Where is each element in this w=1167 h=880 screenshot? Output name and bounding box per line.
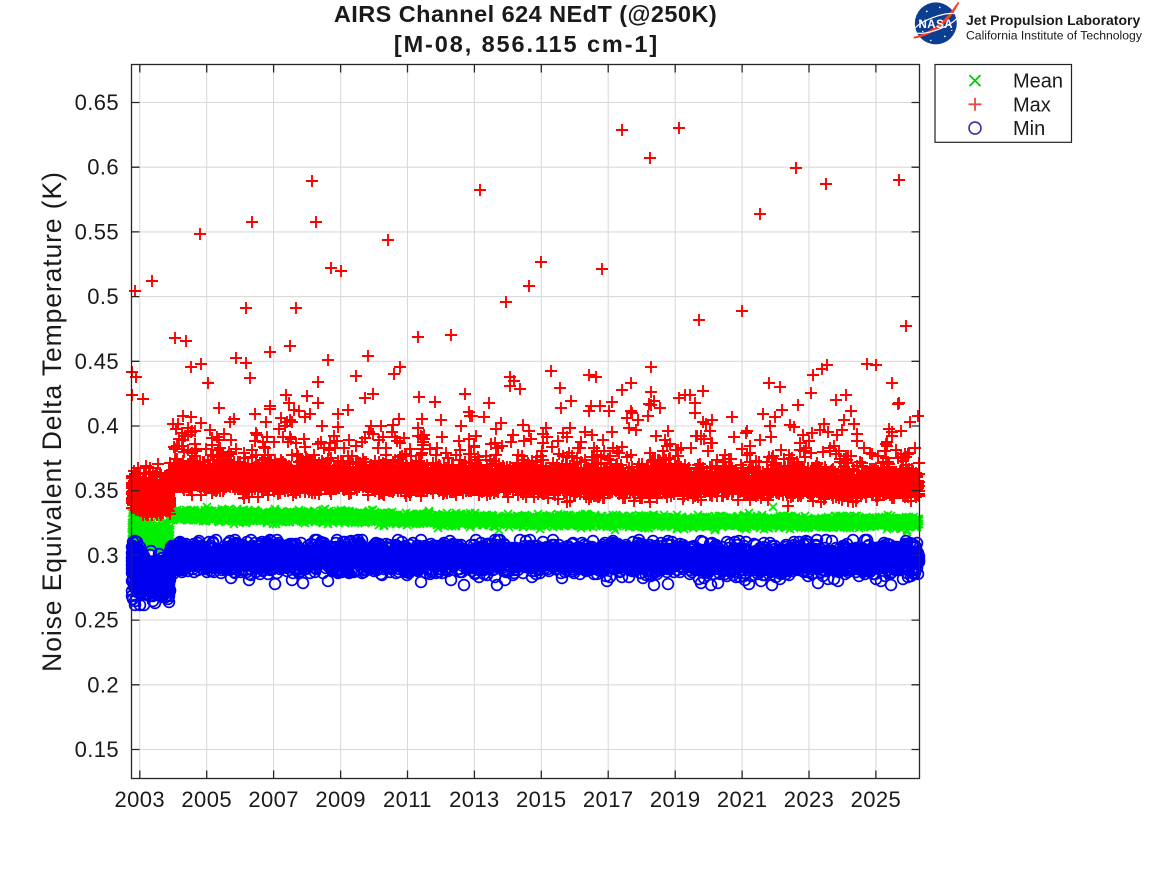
svg-text:2011: 2011 [383,787,432,812]
svg-text:2019: 2019 [650,787,701,812]
svg-text:AIRS Channel 624 NEdT (@250K): AIRS Channel 624 NEdT (@250K) [334,1,717,27]
svg-text:2003: 2003 [115,787,166,812]
svg-text:Jet Propulsion Laboratory: Jet Propulsion Laboratory [966,12,1140,28]
svg-text:2015: 2015 [516,787,567,812]
svg-text:NASA: NASA [919,19,954,31]
svg-text:2005: 2005 [181,787,232,812]
svg-text:Mean: Mean [1013,71,1063,93]
svg-text:2017: 2017 [583,787,634,812]
svg-text:Max: Max [1013,94,1051,116]
svg-text:2025: 2025 [851,787,902,812]
svg-text:0.35: 0.35 [75,478,119,503]
svg-text:0.55: 0.55 [75,219,119,244]
svg-text:0.3: 0.3 [87,543,119,568]
svg-text:0.45: 0.45 [75,349,119,374]
svg-text:0.4: 0.4 [87,414,119,439]
svg-text:[M-08, 856.115 cm-1]: [M-08, 856.115 cm-1] [394,31,659,57]
svg-text:0.15: 0.15 [75,737,119,762]
svg-text:Min: Min [1013,118,1045,140]
svg-text:Noise Equivalent Delta Tempera: Noise Equivalent Delta Temperature (K) [37,171,67,672]
svg-text:2007: 2007 [248,787,299,812]
svg-text:0.6: 0.6 [87,155,119,180]
svg-text:2013: 2013 [449,787,500,812]
svg-text:California Institute of Techno: California Institute of Technology [966,29,1143,43]
svg-text:0.25: 0.25 [75,608,119,633]
svg-text:2023: 2023 [784,787,835,812]
svg-text:0.65: 0.65 [75,90,119,115]
svg-text:0.5: 0.5 [87,284,119,309]
svg-text:0.2: 0.2 [87,672,119,697]
svg-text:2021: 2021 [717,787,768,812]
svg-text:2009: 2009 [315,787,366,812]
